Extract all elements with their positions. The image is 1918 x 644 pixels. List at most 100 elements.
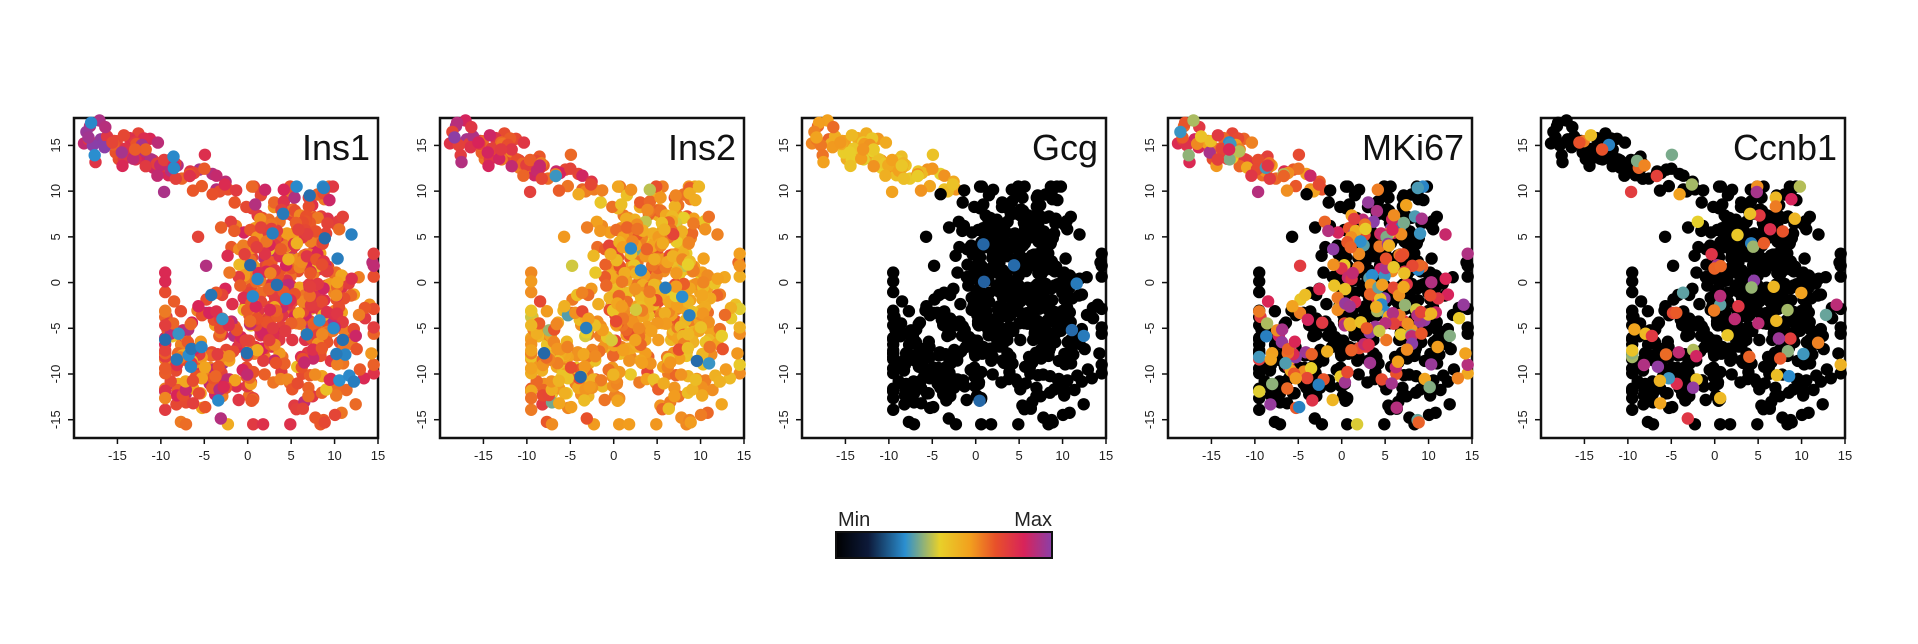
data-point bbox=[525, 362, 538, 375]
data-point bbox=[577, 348, 590, 361]
data-point bbox=[350, 342, 363, 356]
data-point bbox=[1387, 317, 1401, 330]
data-point bbox=[1018, 237, 1032, 250]
data-point bbox=[1026, 356, 1039, 369]
x-tick-label: -5 bbox=[1293, 448, 1305, 463]
data-point bbox=[1653, 184, 1667, 197]
data-point bbox=[245, 180, 259, 193]
data-point bbox=[973, 394, 986, 407]
data-point bbox=[951, 266, 964, 279]
data-point bbox=[533, 295, 547, 308]
data-point bbox=[635, 356, 649, 370]
data-point bbox=[689, 373, 702, 386]
data-point bbox=[1048, 305, 1062, 319]
data-point bbox=[1745, 281, 1758, 294]
data-point bbox=[256, 418, 270, 431]
data-point bbox=[349, 398, 362, 411]
data-point bbox=[1733, 322, 1747, 335]
data-point bbox=[1335, 349, 1348, 362]
data-point bbox=[115, 146, 128, 159]
data-point bbox=[1305, 348, 1318, 361]
data-point bbox=[1044, 328, 1057, 341]
colorbar-legend: Min Max bbox=[835, 509, 1053, 559]
data-point bbox=[292, 223, 305, 236]
colorbar-min-label: Min bbox=[838, 509, 870, 531]
data-point bbox=[318, 232, 331, 245]
data-point bbox=[979, 344, 992, 357]
y-tick-label: -10 bbox=[1515, 365, 1530, 384]
data-point bbox=[949, 249, 962, 262]
data-point bbox=[1688, 249, 1701, 262]
data-point bbox=[937, 370, 950, 383]
data-point bbox=[676, 290, 689, 303]
data-point bbox=[1451, 372, 1465, 385]
data-point bbox=[1832, 347, 1845, 360]
data-point bbox=[1400, 199, 1413, 212]
data-point bbox=[525, 304, 538, 317]
data-point bbox=[170, 353, 183, 366]
data-point bbox=[1672, 346, 1686, 359]
data-point bbox=[845, 129, 859, 142]
data-point bbox=[1425, 276, 1438, 289]
x-tick-label: 5 bbox=[1382, 448, 1389, 463]
data-point bbox=[303, 289, 316, 303]
data-point bbox=[938, 169, 951, 182]
x-tick-label: -5 bbox=[199, 448, 211, 463]
data-point bbox=[887, 319, 900, 332]
data-point bbox=[629, 303, 643, 316]
data-point bbox=[855, 152, 868, 165]
data-point bbox=[1043, 258, 1057, 271]
data-point bbox=[1424, 307, 1438, 320]
data-point bbox=[327, 322, 340, 335]
data-point bbox=[1043, 295, 1057, 308]
data-point bbox=[249, 300, 262, 313]
data-point bbox=[1095, 259, 1108, 272]
data-point bbox=[605, 334, 618, 347]
data-point bbox=[1626, 403, 1639, 416]
data-point bbox=[1681, 412, 1695, 425]
data-point bbox=[1051, 373, 1065, 386]
data-point bbox=[1425, 358, 1438, 371]
data-point bbox=[184, 360, 198, 373]
data-point bbox=[1763, 223, 1777, 236]
data-point bbox=[167, 295, 181, 308]
data-point bbox=[1441, 288, 1455, 301]
y-tick-label: 10 bbox=[776, 184, 791, 198]
data-point bbox=[1797, 347, 1810, 361]
x-tick-label: -10 bbox=[517, 448, 536, 463]
data-point bbox=[1354, 235, 1367, 248]
y-tick-label: -5 bbox=[1142, 323, 1157, 335]
x-tick-label: -15 bbox=[1575, 448, 1594, 463]
data-point bbox=[668, 200, 681, 213]
data-point bbox=[1065, 323, 1079, 337]
data-point bbox=[670, 267, 683, 280]
data-point bbox=[1059, 358, 1072, 371]
data-point bbox=[1686, 381, 1700, 394]
data-point bbox=[99, 120, 112, 134]
data-point bbox=[697, 252, 710, 265]
data-point bbox=[1812, 228, 1825, 241]
data-point bbox=[589, 266, 602, 279]
data-point bbox=[205, 288, 218, 302]
data-point bbox=[1253, 385, 1266, 398]
data-point bbox=[907, 418, 921, 431]
data-point bbox=[249, 198, 262, 211]
data-point bbox=[187, 397, 200, 410]
data-point bbox=[632, 322, 645, 335]
data-point bbox=[973, 180, 987, 193]
data-point bbox=[1461, 321, 1474, 334]
data-point bbox=[1638, 159, 1651, 172]
data-point bbox=[1582, 146, 1596, 159]
data-point bbox=[1665, 148, 1679, 161]
data-point bbox=[620, 221, 634, 234]
x-tick-label: 10 bbox=[327, 448, 341, 463]
x-tick-label: 0 bbox=[1338, 448, 1345, 463]
data-point bbox=[733, 247, 746, 260]
data-point bbox=[631, 222, 644, 236]
data-point bbox=[984, 418, 998, 431]
data-point bbox=[1260, 317, 1274, 330]
data-point bbox=[1043, 341, 1057, 355]
data-point bbox=[159, 319, 172, 332]
data-point bbox=[574, 370, 587, 384]
data-point bbox=[239, 334, 252, 347]
